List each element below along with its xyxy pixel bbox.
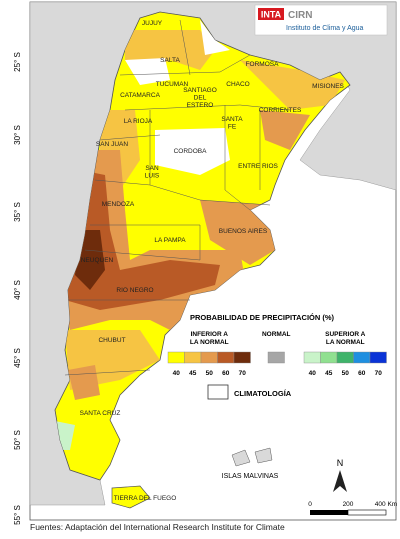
province-label: SAN JUAN <box>96 141 128 148</box>
province-label: NEUQUEN <box>81 257 114 264</box>
province-label: LUIS <box>145 173 160 180</box>
scale-label: 0 <box>308 501 312 508</box>
north-label: N <box>337 458 344 468</box>
province-label: CHUBUT <box>98 337 125 344</box>
province-label: SANTA CRUZ <box>80 410 121 417</box>
area-45 <box>240 60 345 110</box>
province-label: MENDOZA <box>102 201 135 208</box>
source: Fuentes: Adaptación del International Re… <box>30 522 285 532</box>
legend-group-label: NORMAL <box>262 331 291 338</box>
province-label: RIO NEGRO <box>116 287 153 294</box>
province-label: CATAMARCA <box>120 92 161 99</box>
legend-level: 50 <box>342 370 350 377</box>
province-label: DEL <box>194 95 207 102</box>
probability-areas <box>55 20 345 450</box>
legend-swatch <box>303 351 321 364</box>
legend-swatch <box>233 351 251 364</box>
logo-org: CIRN <box>288 10 312 21</box>
legend-level: 45 <box>325 370 333 377</box>
area-50 <box>68 365 100 400</box>
scale-bar <box>347 509 387 516</box>
province-label: SAN <box>145 165 159 172</box>
legend-title: PROBABILIDAD DE PRECIPITACIÓN (%) <box>190 313 335 322</box>
scale-bar <box>310 510 348 515</box>
legend-level: 60 <box>358 370 366 377</box>
logo-brand-bg <box>258 8 284 20</box>
legend-level: 45 <box>189 370 197 377</box>
latitude-label: 40° S <box>13 280 22 300</box>
province-label: TUCUMAN <box>156 81 189 88</box>
province-label: SALTA <box>160 57 180 64</box>
latitude-label: 30° S <box>13 125 22 145</box>
legend-swatch <box>369 351 387 364</box>
province-label: BUENOS AIRES <box>219 228 268 235</box>
legend-level: 40 <box>173 370 181 377</box>
latitude-label: 35° S <box>13 202 22 222</box>
province-label: ESTERO <box>187 102 214 109</box>
legend-group-label: SUPERIOR A <box>325 331 366 338</box>
north-arrow <box>333 470 347 492</box>
legend-group-label: LA NORMAL <box>326 339 365 346</box>
legend-swatch <box>336 351 354 364</box>
latitude-label: 45° S <box>13 348 22 368</box>
area-climatology <box>200 20 230 55</box>
logo-institute: Instituto de Clima y Agua <box>286 25 364 32</box>
legend-level: 70 <box>239 370 247 377</box>
latitude-label: 25° S <box>13 52 22 72</box>
area-climatology <box>125 58 170 85</box>
legend-swatch <box>184 351 202 364</box>
legend-group-label: LA NORMAL <box>190 339 229 346</box>
province-label: FE <box>228 124 237 131</box>
legend-level: 40 <box>309 370 317 377</box>
area-50 <box>260 110 310 150</box>
province-label: SANTA <box>221 116 243 123</box>
latitude-label: 50° S <box>13 430 22 450</box>
area-60 <box>65 170 220 310</box>
province-label: FORMOSA <box>246 61 280 68</box>
province-label: CHACO <box>226 81 249 88</box>
province-label: ENTRE RIOS <box>238 163 278 170</box>
scale-label: 400 Km <box>375 501 397 508</box>
legend-swatch <box>200 351 218 364</box>
province-borders <box>64 19 291 376</box>
area-climatology <box>155 128 230 175</box>
malvinas <box>231 447 273 467</box>
province-label: CORDOBA <box>174 148 208 155</box>
legend-group-label: INFERIOR A <box>191 331 229 338</box>
legend-swatch <box>167 351 185 364</box>
province-label: LA RIOJA <box>124 118 153 125</box>
legend-swatch <box>267 351 285 364</box>
scale-label: 200 <box>343 501 354 508</box>
legend-swatch <box>353 351 371 364</box>
legend-level: 70 <box>375 370 383 377</box>
province-label: CORRIENTES <box>259 107 302 114</box>
province-label: JUJUY <box>142 20 163 27</box>
latitude-label: 55° S <box>13 505 22 525</box>
province-label: LA PAMPA <box>154 237 186 244</box>
climatology-swatch <box>207 384 229 400</box>
legend-level: 50 <box>206 370 214 377</box>
area-50 <box>200 200 275 265</box>
tierra-del-fuego <box>111 485 151 509</box>
province-label: MISIONES <box>312 83 344 90</box>
islands-label: ISLAS MALVINAS <box>222 473 279 480</box>
logo-brand: INTA <box>261 10 282 20</box>
climatology-label: CLIMATOLOGÍA <box>234 389 292 398</box>
legend-swatch <box>217 351 235 364</box>
legend-level: 60 <box>222 370 230 377</box>
province-label: TIERRA DEL FUEGO <box>114 495 177 502</box>
province-label: SANTIAGO <box>183 87 217 94</box>
legend-swatch <box>320 351 338 364</box>
